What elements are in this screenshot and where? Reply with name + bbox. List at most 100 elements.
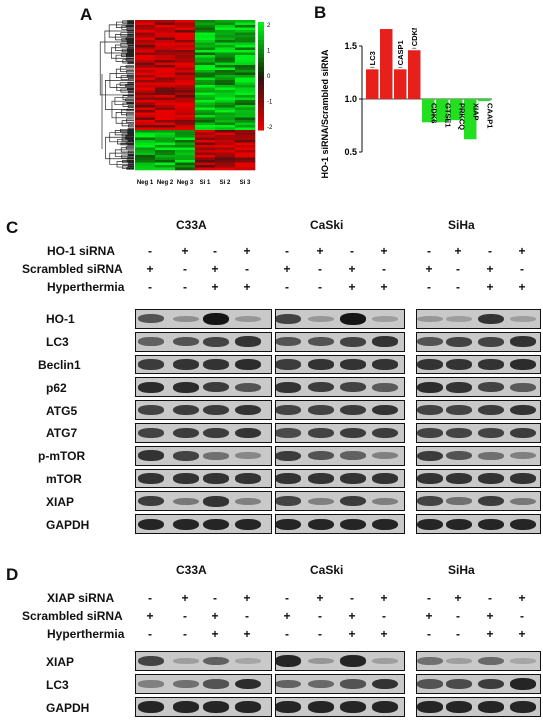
panel_c-band xyxy=(173,315,199,323)
heatmap-cell xyxy=(195,115,216,118)
heatmap-cell xyxy=(135,70,156,73)
heatmap-cell xyxy=(135,75,156,78)
heatmap-cell xyxy=(175,127,196,131)
heatmap-cell xyxy=(155,127,176,131)
heatmap-cell xyxy=(175,97,196,101)
heatmap-cell xyxy=(215,125,236,128)
heatmap-cell xyxy=(215,167,236,171)
heatmap-cell xyxy=(155,125,176,128)
heatmap-cell xyxy=(195,155,216,158)
color-scale-step xyxy=(258,89,264,95)
heatmap-cell xyxy=(135,112,156,116)
panel_c-band xyxy=(138,381,164,393)
heatmap-cell xyxy=(155,32,176,36)
panel_d-band xyxy=(372,701,398,713)
panel_c-band xyxy=(173,359,199,370)
panel_c-band xyxy=(446,336,472,347)
heatmap-cell xyxy=(155,157,176,161)
heatmap-cell xyxy=(235,22,256,26)
panel_c-band xyxy=(203,405,229,416)
panel_c-band xyxy=(138,427,164,438)
panel_d-condition-mark: + xyxy=(454,591,462,605)
heatmap-cell xyxy=(175,147,196,151)
heatmap-cells xyxy=(135,20,256,171)
heatmap-cell xyxy=(175,100,196,103)
heatmap-cell xyxy=(215,160,236,163)
heatmap-cell xyxy=(155,147,176,151)
panel_c-blot-p62 xyxy=(135,377,272,398)
heatmap-cell xyxy=(135,85,156,88)
panel_d-condition-mark: + xyxy=(181,591,189,605)
panel_c-condition-mark: + xyxy=(283,262,291,276)
heatmap-cell xyxy=(215,145,236,148)
panel_c-band xyxy=(276,337,301,347)
heatmap-cell xyxy=(195,162,216,166)
panel_c-band xyxy=(446,497,472,506)
heatmap-cell xyxy=(175,157,196,161)
panel_c-condition-label: Hyperthermia xyxy=(47,280,125,294)
heatmap-cell xyxy=(195,167,216,171)
heatmap-column-label: Si 2 xyxy=(220,180,231,186)
heatmap-cell xyxy=(135,30,156,33)
panel_d-band xyxy=(510,678,536,690)
panel_c-band xyxy=(372,359,398,370)
heatmap-cell xyxy=(175,85,196,88)
panel_c-band xyxy=(308,518,334,530)
panel_c-band xyxy=(235,497,261,505)
bar-cdkn1a xyxy=(408,50,421,99)
heatmap-cell xyxy=(235,57,256,61)
panel_c-band xyxy=(203,518,229,530)
heatmap-cell xyxy=(175,132,196,136)
panel_c-blot-p-mtor xyxy=(135,445,272,466)
panel_c-band xyxy=(446,427,472,438)
heatmap-cell xyxy=(135,157,156,161)
heatmap-cell xyxy=(175,152,196,156)
heatmap-cell xyxy=(235,42,256,46)
heatmap-cell xyxy=(175,45,196,48)
heatmap-cell xyxy=(195,60,216,63)
panel_c-band xyxy=(276,428,301,438)
panel_c-band xyxy=(203,312,229,325)
panel_d-band xyxy=(510,701,536,713)
heatmap-cell xyxy=(155,102,176,106)
heatmap-cell xyxy=(195,67,216,71)
heatmap-cell xyxy=(195,110,216,113)
heatmap-cell xyxy=(175,80,196,83)
panel_d-condition-mark: - xyxy=(456,627,460,641)
panel_d-condition-mark: + xyxy=(243,627,251,641)
panel_c-condition-mark: - xyxy=(285,280,289,294)
heatmap-cell xyxy=(135,130,156,133)
panel_c-blot-p-mtor xyxy=(275,445,405,466)
heatmap-cell xyxy=(235,80,256,83)
heatmap-cell xyxy=(195,62,216,66)
heatmap-cell xyxy=(135,57,156,61)
panel_d-condition-mark: + xyxy=(316,591,324,605)
heatmap-cell xyxy=(175,160,196,163)
heatmap-cell xyxy=(215,72,236,76)
panel_c-blot-beclin1 xyxy=(416,354,541,375)
panel_c-band xyxy=(138,450,164,461)
panel_d-band xyxy=(235,658,261,664)
panel_d-band xyxy=(417,657,443,665)
panel_c-protein-label: HO-1 xyxy=(46,312,75,327)
heatmap-cell xyxy=(235,32,256,36)
heatmap-cell xyxy=(135,80,156,83)
panel_d-band xyxy=(372,678,398,690)
color-scale-tick: 0 xyxy=(267,74,271,80)
panel_c-condition-mark: + xyxy=(380,280,388,294)
panel_c-band xyxy=(478,473,504,484)
bar-chart-category-labels: LC3PDCD6CASP1CDKN1ACDK6GTSE1PRKCQXIAPCAA… xyxy=(368,28,494,130)
heatmap-cell xyxy=(135,67,156,71)
heatmap-cell xyxy=(235,27,256,31)
heatmap-cell xyxy=(135,152,156,156)
color-scale-step xyxy=(258,76,264,81)
heatmap-cell xyxy=(155,67,176,71)
heatmap-cell xyxy=(195,57,216,61)
heatmap-cell xyxy=(215,142,236,146)
panel_c-condition-mark: + xyxy=(243,280,251,294)
heatmap-cell xyxy=(135,97,156,101)
heatmap-cell xyxy=(135,50,156,53)
panel_d-condition-mark: + xyxy=(486,627,494,641)
panel_c-band xyxy=(478,496,504,507)
heatmap-cell xyxy=(135,77,156,81)
